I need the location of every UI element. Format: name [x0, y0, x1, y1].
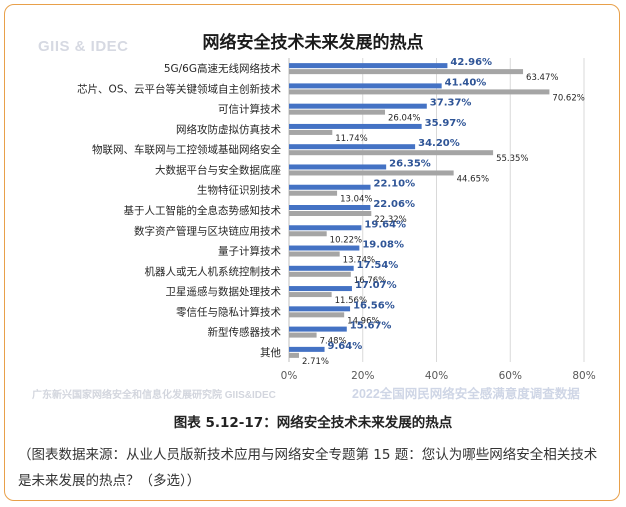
bar-series-2: [289, 69, 524, 75]
bar-series-2: [289, 190, 338, 196]
category-label: 物联网、车联网与工控领域基础网络安全: [92, 143, 281, 156]
data-label-series-2: 2.71%: [302, 357, 329, 367]
category-label: 其他: [260, 346, 281, 359]
data-label-series-1: 37.37%: [430, 98, 472, 109]
bar-series-2: [289, 129, 333, 135]
source-note: （图表数据来源：从业人员版新技术应用与网络安全专题第 15 题：您认为哪些网络安…: [18, 447, 598, 489]
bar-series-1: [289, 265, 354, 271]
category-label: 5G/6G高速无线网络技术: [164, 62, 282, 75]
bar-series-2: [289, 271, 351, 277]
category-label: 零信任与隐私计算技术: [176, 305, 281, 318]
data-label-series-2: 70.62%: [552, 93, 584, 103]
data-label-series-2: 22.32%: [374, 215, 406, 225]
data-label-series-2: 10.22%: [330, 235, 362, 245]
x-tick-label: 20%: [351, 370, 374, 382]
data-label-series-1: 19.64%: [364, 219, 406, 230]
bar-series-1: [289, 123, 422, 129]
bar-series-2: [289, 312, 345, 318]
data-label-series-1: 26.35%: [389, 158, 431, 169]
bar-series-2: [289, 170, 454, 176]
data-label-series-1: 35.97%: [425, 118, 467, 129]
category-label: 可信计算技术: [218, 103, 281, 116]
bar-series-1: [289, 346, 325, 352]
bar-series-1: [289, 103, 427, 109]
watermark-bottom-right: 2022全国网民网络安全感满意度调查数据: [352, 387, 580, 401]
data-label-series-2: 11.74%: [335, 134, 367, 144]
category-label: 大数据平台与安全数据底座: [155, 163, 281, 176]
bar-series-2: [289, 292, 332, 298]
data-label-series-1: 17.54%: [357, 260, 399, 271]
bar-series-2: [289, 332, 317, 338]
category-label: 网络攻防虚拟仿真技术: [176, 123, 281, 136]
data-label-series-1: 16.56%: [353, 300, 395, 311]
data-label-series-2: 55.35%: [496, 154, 528, 164]
data-label-series-2: 14.96%: [347, 316, 379, 326]
x-tick-label: 40%: [425, 370, 448, 382]
bar-series-1: [289, 245, 360, 251]
bar-series-2: [289, 89, 550, 95]
data-label-series-1: 22.06%: [373, 199, 415, 210]
bar-series-1: [289, 63, 448, 69]
watermark-bottom-left: 广东新兴国家网络安全和信息化发展研究院 GIIS&IDEC: [32, 390, 276, 401]
bar-series-1: [289, 184, 371, 190]
data-label-series-2: 44.65%: [457, 174, 489, 184]
bar-series-1: [289, 286, 352, 292]
bar-series-2: [289, 352, 299, 358]
data-label-series-1: 17.07%: [355, 280, 397, 291]
x-tick-label: 80%: [572, 370, 595, 382]
data-label-series-2: 13.04%: [340, 195, 372, 205]
category-label: 数字资产管理与区块链应用技术: [134, 224, 281, 237]
data-label-series-2: 26.04%: [388, 114, 420, 124]
bar-series-2: [289, 150, 494, 156]
category-label: 基于人工智能的全息态势感知技术: [124, 204, 282, 217]
data-label-series-1: 9.64%: [328, 341, 363, 352]
data-label-series-2: 63.47%: [526, 73, 558, 83]
data-label-series-2: 7.48%: [320, 337, 347, 347]
watermark-top-left: GIIS & IDEC: [38, 38, 129, 55]
bar-series-1: [289, 144, 416, 150]
category-label: 机器人或无人机系统控制技术: [145, 265, 282, 278]
data-label-series-1: 42.96%: [450, 57, 492, 68]
bar-series-1: [289, 164, 387, 170]
data-label-series-1: 41.40%: [445, 77, 487, 88]
data-label-series-1: 19.08%: [362, 240, 404, 251]
x-tick-label: 0%: [281, 370, 298, 382]
data-label-series-1: 34.20%: [418, 138, 460, 149]
category-label: 卫星遥感与数据处理技术: [166, 285, 282, 298]
bar-series-2: [289, 211, 372, 216]
data-label-series-1: 22.10%: [373, 179, 415, 190]
data-label-series-2: 13.74%: [343, 256, 375, 266]
bar-series-2: [289, 231, 327, 237]
bar-chart: 0% 20% 40% 60% 80% 5G/6G高速无线网络技术 42.96% 63.47% 芯…: [77, 57, 596, 382]
bar-series-1: [289, 83, 442, 89]
data-label-series-1: 15.67%: [350, 321, 392, 332]
data-label-series-2: 16.76%: [354, 276, 386, 286]
chart-title: 网络安全技术未来发展的热点: [202, 33, 424, 53]
category-label: 新型传感器技术: [208, 326, 282, 339]
category-label: 量子计算技术: [218, 245, 281, 258]
bar-series-2: [289, 251, 340, 257]
bar-series-1: [289, 306, 351, 312]
figure-caption: 图表 5.12-17：网络安全技术未来发展的热点: [173, 415, 453, 431]
bar-series-1: [289, 225, 362, 231]
bar-series-1: [289, 326, 347, 332]
bar-series-1: [289, 205, 371, 210]
category-label: 生物特征识别技术: [197, 184, 281, 197]
data-label-series-2: 11.56%: [335, 296, 367, 306]
bar-series-2: [289, 109, 386, 115]
x-tick-label: 60%: [499, 370, 522, 382]
category-label: 芯片、OS、云平台等关键领域自主创新技术: [77, 82, 281, 95]
